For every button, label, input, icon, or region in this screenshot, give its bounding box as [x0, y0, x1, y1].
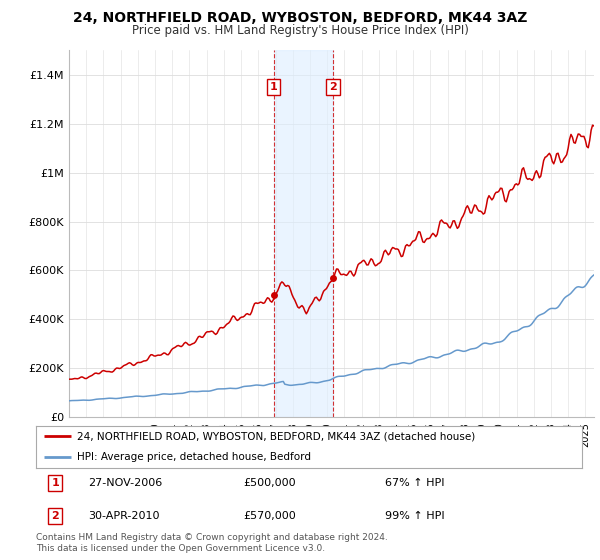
Text: £500,000: £500,000 [244, 478, 296, 488]
Text: 24, NORTHFIELD ROAD, WYBOSTON, BEDFORD, MK44 3AZ: 24, NORTHFIELD ROAD, WYBOSTON, BEDFORD, … [73, 11, 527, 25]
Text: 30-APR-2010: 30-APR-2010 [88, 511, 160, 521]
Text: 67% ↑ HPI: 67% ↑ HPI [385, 478, 445, 488]
Text: 99% ↑ HPI: 99% ↑ HPI [385, 511, 445, 521]
Text: Price paid vs. HM Land Registry's House Price Index (HPI): Price paid vs. HM Land Registry's House … [131, 24, 469, 36]
Text: 1: 1 [51, 478, 59, 488]
Text: 1: 1 [270, 82, 278, 92]
Bar [274, 50, 333, 417]
Text: 2: 2 [329, 82, 337, 92]
Text: Contains HM Land Registry data © Crown copyright and database right 2024.
This d: Contains HM Land Registry data © Crown c… [36, 533, 388, 553]
Text: £570,000: £570,000 [244, 511, 296, 521]
Text: HPI: Average price, detached house, Bedford: HPI: Average price, detached house, Bedf… [77, 452, 311, 462]
Text: 24, NORTHFIELD ROAD, WYBOSTON, BEDFORD, MK44 3AZ (detached house): 24, NORTHFIELD ROAD, WYBOSTON, BEDFORD, … [77, 431, 475, 441]
Text: 27-NOV-2006: 27-NOV-2006 [88, 478, 162, 488]
Text: 2: 2 [51, 511, 59, 521]
